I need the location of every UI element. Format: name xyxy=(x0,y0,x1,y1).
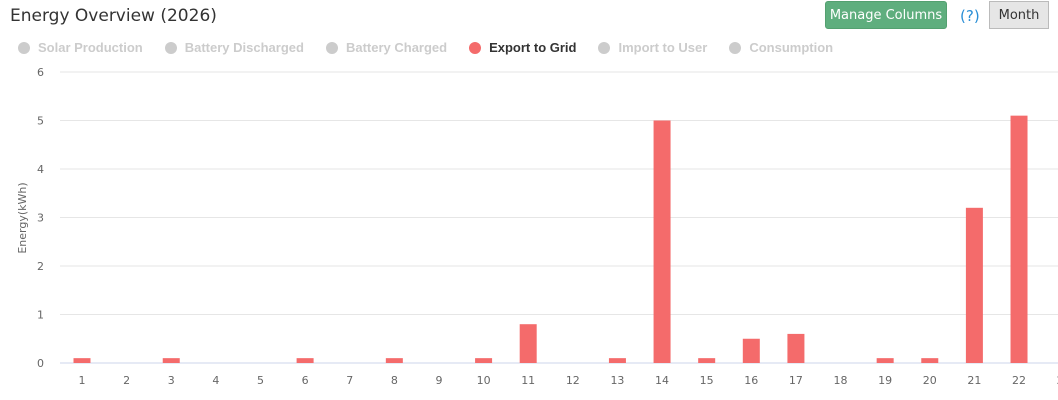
page-title: Energy Overview (2026) xyxy=(10,6,217,26)
x-tick-label: 21 xyxy=(967,374,981,387)
help-link[interactable]: (?) xyxy=(960,7,980,25)
y-tick-label: 6 xyxy=(37,66,44,79)
y-axis-title: Energy(kWh) xyxy=(16,182,29,253)
legend-label: Battery Charged xyxy=(345,40,448,55)
legend-dot-icon xyxy=(18,41,30,54)
x-tick-label: 15 xyxy=(700,374,714,387)
y-tick-label: 5 xyxy=(37,115,44,128)
legend-dot-icon xyxy=(325,41,338,54)
legend-label: Consumption xyxy=(749,40,834,55)
x-tick-label: 11 xyxy=(521,374,535,387)
bar-day-19 xyxy=(876,358,894,363)
bar-day-13 xyxy=(608,358,626,363)
legend-item-battery-charged[interactable]: Battery Charged xyxy=(325,40,448,55)
x-tick-label: 17 xyxy=(789,374,803,387)
bar-day-11 xyxy=(519,324,537,363)
period-month-button[interactable]: Month xyxy=(989,1,1049,29)
x-tick-label: 12 xyxy=(566,374,580,387)
bar-day-6 xyxy=(296,358,314,363)
x-tick-label: 7 xyxy=(346,374,353,387)
legend-item-consumption[interactable]: Consumption xyxy=(729,40,833,55)
x-tick-label: 3 xyxy=(168,374,175,387)
legend-dot-icon xyxy=(164,41,177,54)
x-tick-label: 2 xyxy=(123,374,130,387)
y-tick-label: 3 xyxy=(37,212,44,225)
bar-day-8 xyxy=(385,358,403,363)
x-tick-label: 10 xyxy=(477,374,491,387)
x-tick-label: 14 xyxy=(655,374,669,387)
y-tick-label: 2 xyxy=(37,260,44,273)
bar-day-10 xyxy=(475,358,493,363)
x-tick-label: 23 xyxy=(1057,374,1058,387)
bar-day-20 xyxy=(921,358,939,363)
legend-dot-icon xyxy=(729,41,742,54)
x-tick-label: 5 xyxy=(257,374,264,387)
x-tick-label: 19 xyxy=(878,374,892,387)
chart-legend: Solar Production Battery Discharged Batter… xyxy=(18,40,855,55)
bar-day-1 xyxy=(73,358,91,363)
x-tick-label: 4 xyxy=(212,374,219,387)
legend-dot-icon xyxy=(469,41,482,54)
legend-label: Solar Production xyxy=(38,40,143,55)
legend-label: Import to User xyxy=(618,40,708,55)
manage-columns-button[interactable]: Manage Columns xyxy=(825,1,947,29)
bar-day-15 xyxy=(698,358,716,363)
legend-label: Export to Grid xyxy=(489,40,577,55)
legend-item-battery-discharged[interactable]: Battery Discharged xyxy=(164,40,304,55)
x-tick-label: 1 xyxy=(79,374,86,387)
x-tick-label: 16 xyxy=(744,374,758,387)
bar-day-17 xyxy=(787,333,805,363)
bar-day-14 xyxy=(653,120,671,363)
x-tick-label: 22 xyxy=(1012,374,1026,387)
x-tick-label: 9 xyxy=(435,374,442,387)
legend-item-export-to-grid[interactable]: Export to Grid xyxy=(469,40,576,55)
legend-item-solar-production[interactable]: Solar Production xyxy=(18,40,143,55)
x-tick-label: 20 xyxy=(923,374,937,387)
y-tick-label: 1 xyxy=(37,309,44,322)
y-tick-label: 0 xyxy=(37,357,44,370)
bar-day-21 xyxy=(965,207,983,363)
bar-day-3 xyxy=(162,358,180,363)
bar-day-22 xyxy=(1010,115,1028,364)
x-tick-label: 8 xyxy=(391,374,398,387)
x-tick-label: 18 xyxy=(834,374,848,387)
legend-label: Battery Discharged xyxy=(184,40,304,55)
legend-dot-icon xyxy=(598,41,611,54)
bar-day-16 xyxy=(742,338,760,363)
y-tick-label: 4 xyxy=(37,163,44,176)
x-tick-label: 6 xyxy=(302,374,309,387)
x-tick-label: 13 xyxy=(610,374,624,387)
legend-item-import-to-user[interactable]: Import to User xyxy=(598,40,707,55)
